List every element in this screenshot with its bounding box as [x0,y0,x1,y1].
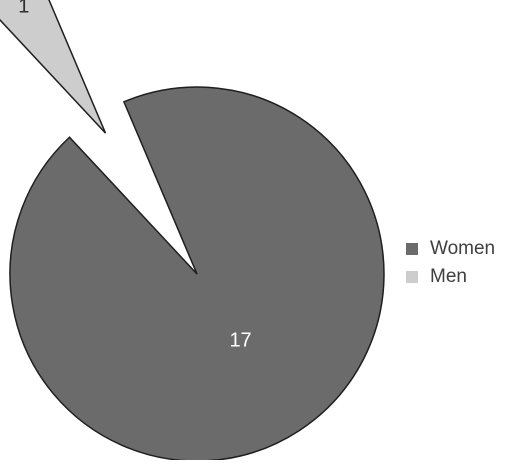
legend-swatch-men [406,271,418,283]
legend-label-men: Men [430,266,467,287]
chart-legend: Women Men [406,235,495,291]
legend-item-men: Men [406,263,495,291]
data-label-men: 1 [18,0,29,18]
legend-label-women: Women [430,238,496,259]
legend-item-women: Women [406,235,495,263]
legend-swatch-women [406,243,418,255]
pie-slice-men [0,0,107,134]
pie-slice-women [9,86,385,462]
data-label-women: 17 [229,329,251,351]
